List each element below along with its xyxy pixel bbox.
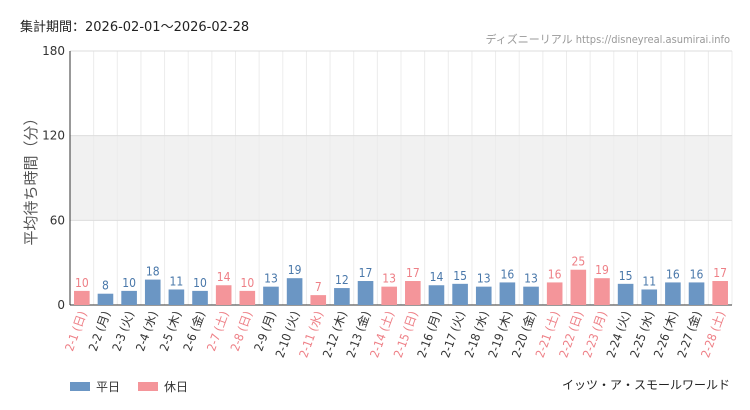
- bar: [334, 288, 350, 305]
- bar: [546, 282, 563, 305]
- bar-value-label: 15: [453, 269, 467, 283]
- legend-swatch-holiday: [138, 382, 159, 391]
- bar: [523, 286, 539, 305]
- bar: [665, 282, 681, 305]
- bar: [452, 283, 468, 305]
- bar-value-label: 17: [406, 266, 420, 280]
- bar: [475, 286, 492, 305]
- bar: [428, 285, 445, 305]
- bar-value-label: 17: [713, 266, 727, 280]
- bar: [310, 295, 327, 305]
- bar: [74, 290, 90, 305]
- bar-value-label: 11: [642, 274, 656, 288]
- bar-value-label: 19: [288, 263, 302, 277]
- site-credit: ディズニーリアル https://disneyreal.asumirai.inf…: [485, 33, 730, 46]
- legend-item-weekday: 平日: [70, 378, 120, 395]
- y-tick-label: 0: [57, 298, 65, 312]
- y-axis-label: 平均待ち時間（分）: [22, 110, 40, 245]
- bar: [168, 289, 185, 305]
- period-end: 2026-02-28: [173, 20, 250, 35]
- bar-value-label: 13: [382, 272, 396, 286]
- bar-value-label: 16: [690, 267, 704, 281]
- attraction-name: イッツ・ア・スモールワールド: [561, 378, 730, 392]
- bar: [263, 286, 279, 305]
- bar-value-label: 12: [335, 273, 349, 287]
- legend-label-holiday: 休日: [164, 380, 189, 394]
- bar: [499, 282, 516, 305]
- bar-value-label: 13: [477, 272, 491, 286]
- bar-value-label: 11: [170, 274, 184, 288]
- bar: [357, 281, 374, 305]
- legend: 平日 休日: [70, 378, 206, 395]
- bar: [239, 290, 256, 305]
- bar: [617, 283, 634, 305]
- bar-value-label: 10: [122, 276, 136, 290]
- period-start: 2026-02-01: [85, 20, 161, 35]
- legend-item-holiday: 休日: [138, 378, 188, 395]
- bar-value-label: 18: [146, 265, 160, 279]
- x-tick-label: 2-6 (金): [180, 309, 208, 353]
- bar: [570, 269, 587, 305]
- y-tick-label: 180: [42, 44, 65, 58]
- bar-value-label: 16: [666, 267, 680, 281]
- bar-value-label: 16: [501, 267, 515, 281]
- bar-value-label: 17: [359, 266, 373, 280]
- bar-value-label: 7: [315, 280, 322, 294]
- bar: [121, 290, 137, 305]
- legend-swatch-weekday: [70, 382, 90, 391]
- bar-value-label: 16: [548, 267, 562, 281]
- bar-value-label: 14: [430, 270, 444, 284]
- legend-label-weekday: 平日: [96, 380, 121, 394]
- bar: [97, 293, 114, 305]
- bar-value-label: 13: [524, 272, 538, 286]
- bar: [215, 285, 232, 305]
- period-separator: 〜: [160, 20, 174, 35]
- period-text: 集計期間：2026-02-01〜2026-02-28: [20, 16, 249, 35]
- bar-value-label: 8: [102, 279, 109, 293]
- bar: [381, 286, 397, 305]
- bar-value-label: 13: [264, 272, 278, 286]
- bar: [144, 279, 161, 305]
- bar: [688, 282, 705, 305]
- bar: [712, 281, 728, 305]
- y-tick-label: 60: [50, 213, 65, 227]
- bar-value-label: 15: [619, 269, 633, 283]
- bar: [405, 281, 421, 305]
- bar-value-label: 10: [193, 276, 207, 290]
- bar-value-label: 19: [595, 263, 609, 277]
- bar-value-label: 25: [571, 255, 585, 269]
- bar: [192, 290, 208, 305]
- y-tick-label: 120: [42, 129, 65, 143]
- period-label: 集計期間：: [20, 20, 86, 35]
- bar-value-label: 10: [240, 276, 254, 290]
- bar-value-label: 10: [75, 276, 89, 290]
- bar: [641, 289, 658, 305]
- bar: [594, 278, 610, 305]
- bar: [286, 278, 303, 305]
- bar-value-label: 14: [217, 270, 231, 284]
